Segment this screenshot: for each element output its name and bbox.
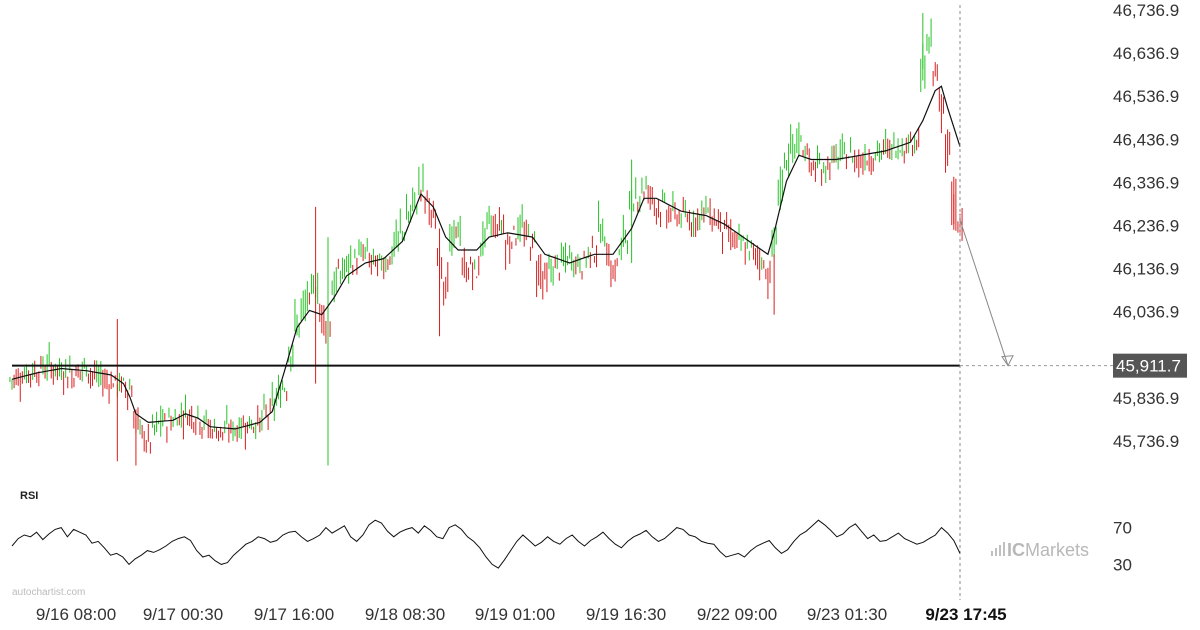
time-axis: 9/16 08:00 9/17 00:30 9/17 16:00 9/18 08:30… [36, 605, 1007, 624]
target-price-box [1113, 353, 1187, 378]
price-tick-label: 46,436.9 [1113, 130, 1179, 149]
rsi-axis: 70 30 [1113, 519, 1132, 575]
forecast-arrow [959, 219, 1009, 366]
price-tick-label: 46,736.9 [1113, 1, 1179, 20]
watermark: autochartist.com [12, 587, 85, 598]
price-axis: 46,736.9 46,636.9 46,536.9 46,436.9 46,336.9… [1113, 1, 1179, 451]
price-tick-label: 46,636.9 [1113, 44, 1179, 63]
rsi-line [11, 519, 961, 569]
price-tick-label: 46,236.9 [1113, 217, 1179, 236]
time-tick-label: 9/16 08:00 [36, 605, 116, 624]
price-tick-label: 46,036.9 [1113, 303, 1179, 322]
rsi-title: RSI [20, 490, 38, 502]
target-price-label: 45,911.7 [1116, 357, 1181, 376]
target-price-badge: 45,911.7 [1113, 353, 1187, 378]
time-tick-label: 9/17 16:00 [254, 605, 334, 624]
candlestick-series [9, 12, 963, 466]
brand-logo: ICMarkets [991, 540, 1089, 560]
rsi-tick-label: 30 [1113, 555, 1132, 574]
price-tick-label: 46,536.9 [1113, 87, 1179, 106]
time-tick-label: 9/17 00:30 [143, 605, 223, 624]
brand-name: ICMarkets [1007, 540, 1089, 560]
time-tick-label: 9/19 01:00 [475, 605, 555, 624]
price-tick-label: 46,136.9 [1113, 260, 1179, 279]
price-tick-label: 46,336.9 [1113, 173, 1179, 192]
price-tick-label: 45,736.9 [1113, 432, 1179, 451]
time-tick-label: 9/19 16:30 [586, 605, 666, 624]
time-tick-label: 9/23 17:45 [925, 605, 1006, 624]
moving-average-line [11, 85, 961, 430]
price-tick-label: 45,836.9 [1113, 389, 1179, 408]
time-tick-label: 9/23 01:30 [807, 605, 887, 624]
time-tick-label: 9/22 09:00 [697, 605, 777, 624]
forecast-arrowhead [1001, 355, 1014, 367]
time-tick-label: 9/18 08:30 [365, 605, 445, 624]
rsi-tick-label: 70 [1113, 519, 1132, 538]
